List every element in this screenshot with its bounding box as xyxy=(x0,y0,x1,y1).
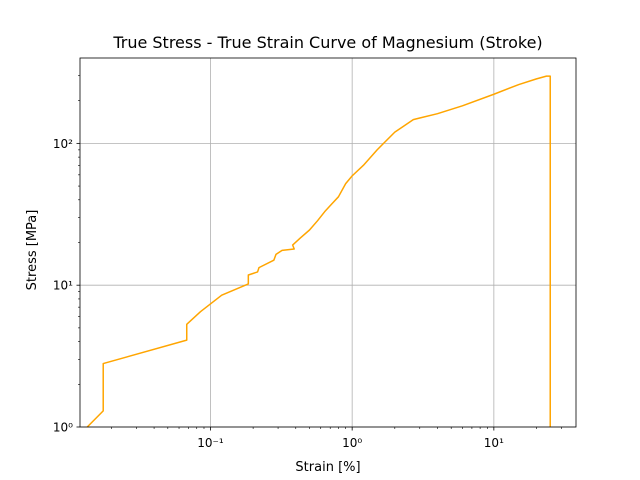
x-tick-label: 10¹ xyxy=(484,436,504,450)
axes-frame xyxy=(79,57,577,428)
y-tick-label: 10⁰ xyxy=(53,421,73,435)
chart-title: True Stress - True Strain Curve of Magne… xyxy=(112,33,542,52)
series-line xyxy=(86,75,551,428)
y-tick-label: 10¹ xyxy=(53,279,73,293)
y-tick-label: 10² xyxy=(53,137,73,151)
y-axis-label: Stress [MPa] xyxy=(25,210,40,291)
x-axis-label: Strain [%] xyxy=(295,460,360,475)
x-tick-label: 10⁻¹ xyxy=(197,436,224,450)
plot-area: 10⁻¹ 10⁰ 10¹ 10⁰ 10¹ 10² xyxy=(53,57,577,450)
x-tick-label: 10⁰ xyxy=(342,436,362,450)
